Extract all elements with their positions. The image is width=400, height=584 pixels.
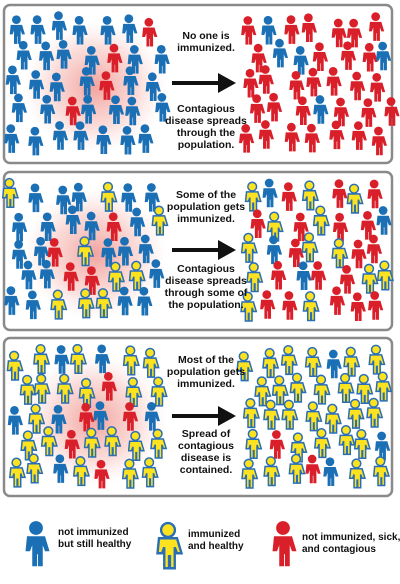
person-icon <box>156 521 183 570</box>
person-icon <box>272 521 297 567</box>
arrow-head <box>218 73 236 93</box>
contagion-glow <box>23 21 167 153</box>
panel-top-text: Some of the population gets immunized. <box>166 189 246 225</box>
person-icon <box>25 521 50 567</box>
panel-bottom-text: Contagious disease spreads through the p… <box>165 103 247 151</box>
panel-top-text: Most of the population gets immunized. <box>166 354 246 390</box>
arrow-head <box>218 406 236 426</box>
arrow-head <box>218 240 236 260</box>
panel-top-text: No one is immunized. <box>177 30 235 54</box>
legend-label: not immunized but still healthy <box>58 527 132 550</box>
legend-label: not immunized, sick, and contagious <box>302 532 400 555</box>
panel-bottom-text: Spread of contagious disease is containe… <box>177 428 234 476</box>
legend-label: immunized and healthy <box>188 529 244 552</box>
panel-bottom-text: Contagious disease spreads through some … <box>164 263 248 311</box>
